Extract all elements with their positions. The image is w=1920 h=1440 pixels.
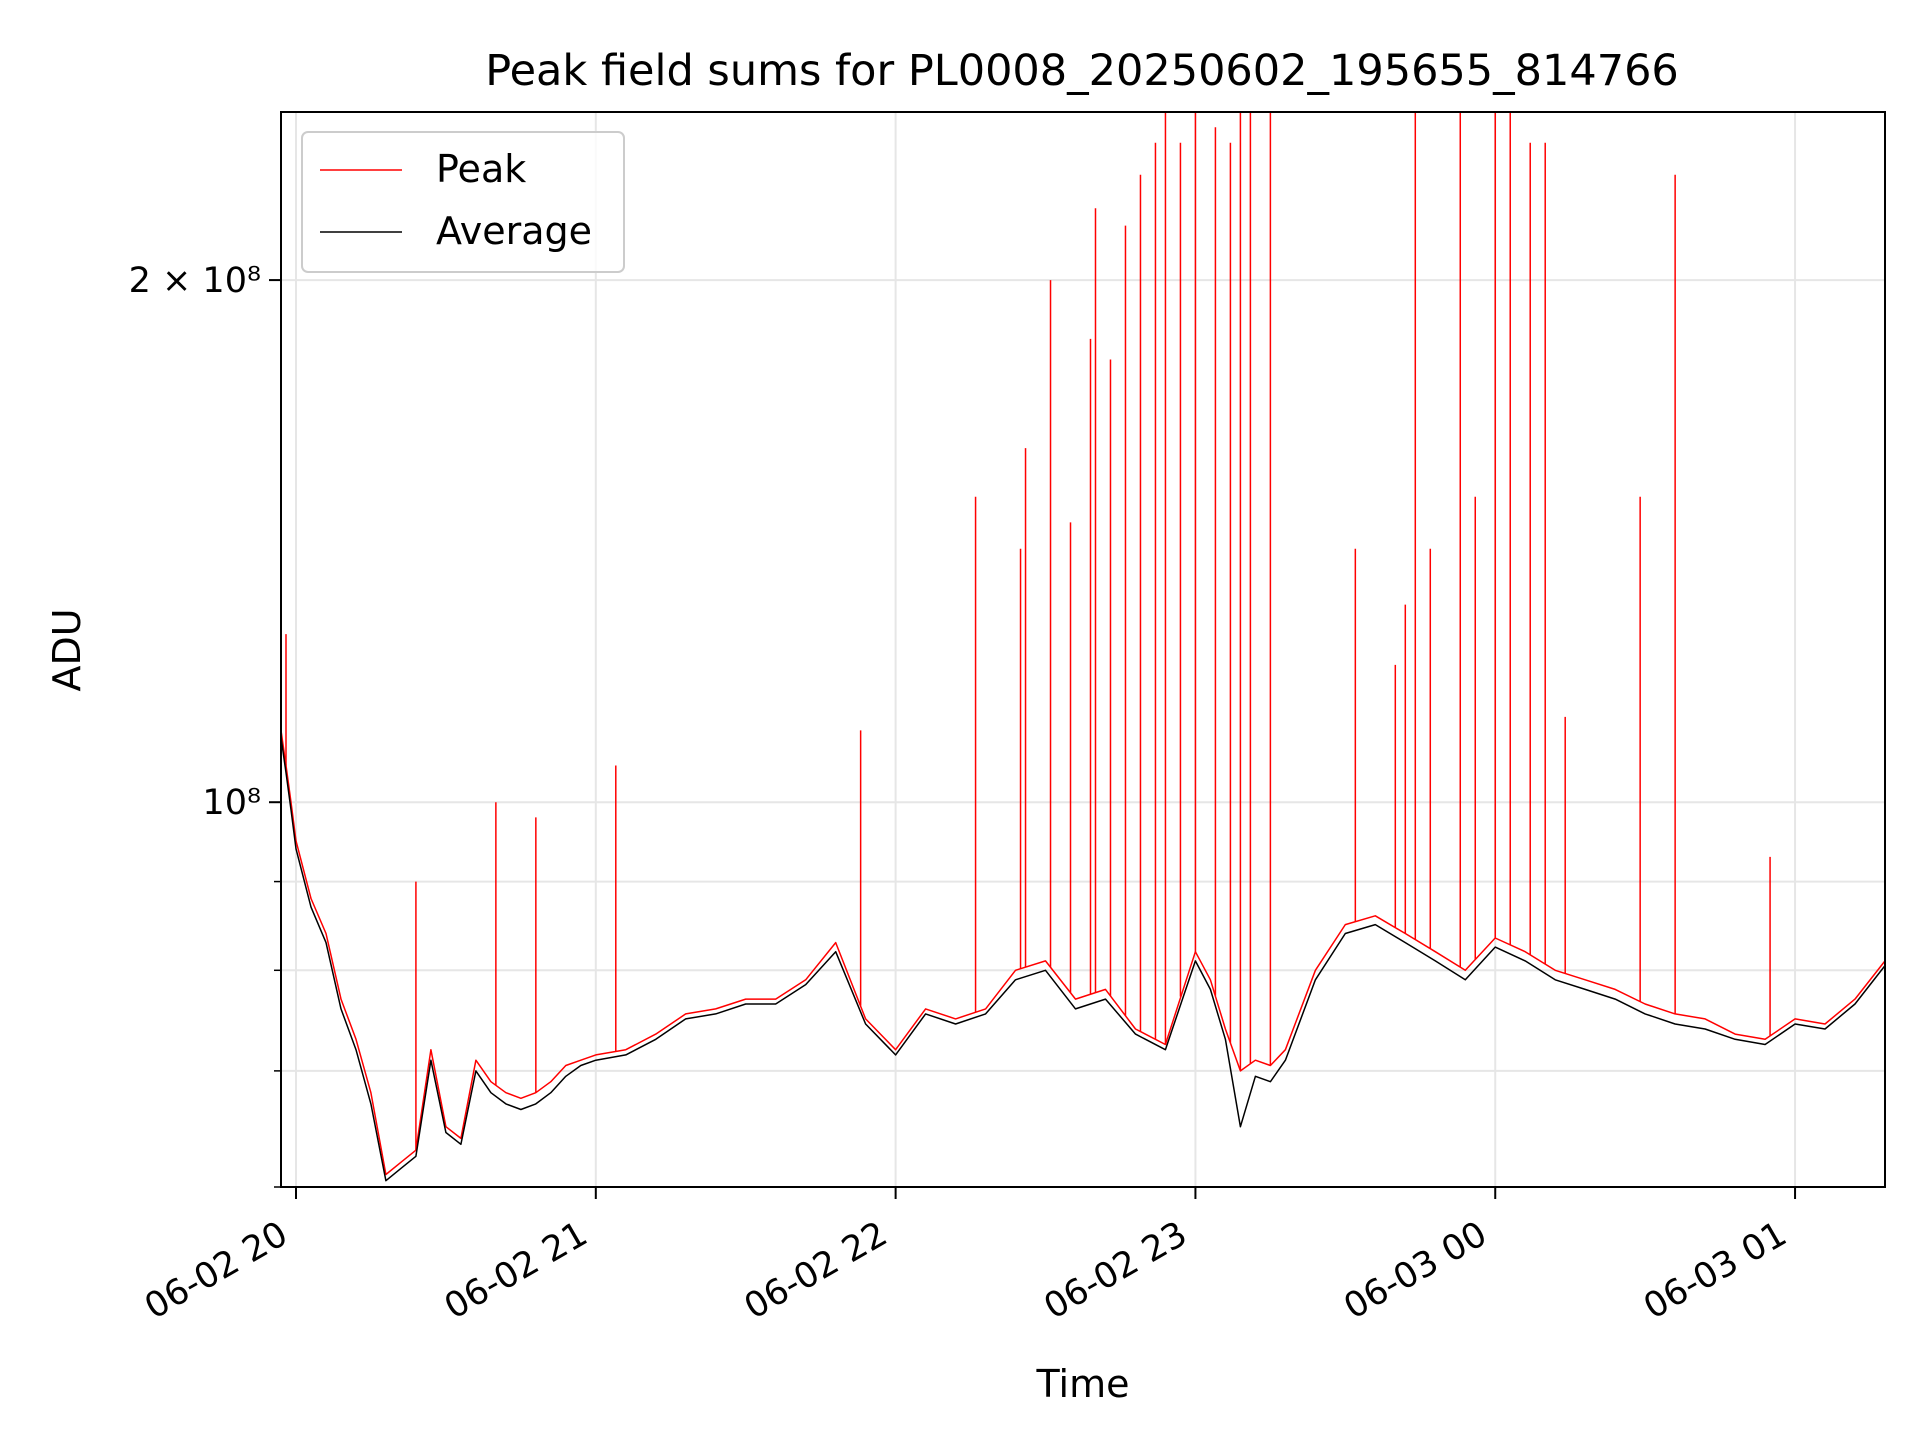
legend: Peak Average	[301, 131, 625, 273]
x-axis-label: Time	[1036, 1362, 1130, 1406]
chart-title: Peak field sums for PL0008_20250602_1956…	[485, 46, 1679, 96]
y-axis-ticks: 10⁸ 2 × 10⁸	[129, 261, 281, 1188]
legend-label-average: Average	[436, 209, 592, 253]
legend-label-peak: Peak	[436, 147, 526, 191]
peak-series-line	[281, 730, 1885, 1176]
plot-frame	[280, 111, 1886, 1188]
y-axis-label: ADU	[45, 608, 89, 691]
y-tick-label: 10⁸	[202, 783, 261, 823]
peak-spikes	[285, 112, 1771, 1151]
y-tick-label: 2 × 10⁸	[129, 261, 261, 301]
average-series-line	[281, 737, 1885, 1182]
legend-box	[301, 131, 625, 273]
